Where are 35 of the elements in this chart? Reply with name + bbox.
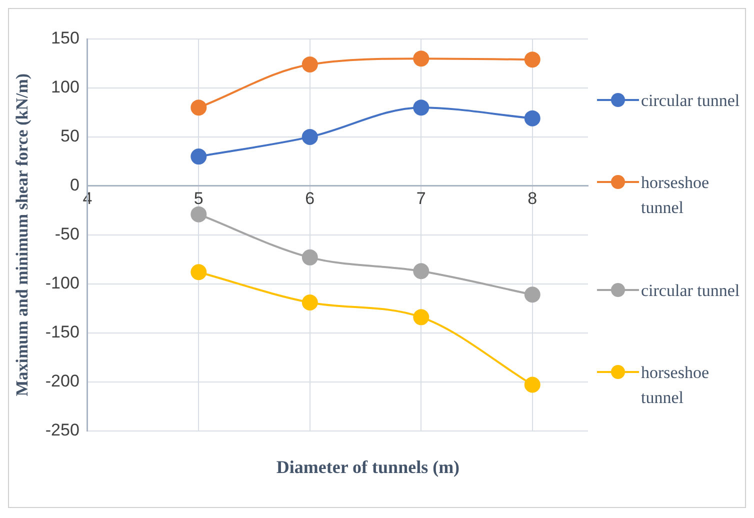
legend-label: circular tunnel [640,280,741,302]
legend-label: circular tunnel [640,90,741,112]
point [190,264,207,280]
legend-label: horseshoe tunnel [640,172,710,220]
y-tick-label: -50 [54,224,80,244]
point [524,52,540,68]
x-tick-label: 6 [305,188,315,208]
point [302,249,318,266]
y-tick-label: -100 [45,274,80,293]
y-tick-label: 50 [60,126,80,146]
point [524,286,540,303]
point [190,100,207,116]
y-tick-label: -250 [45,420,80,440]
y-tick-label: 0 [70,176,80,195]
y-tick-label: 100 [51,78,80,97]
point [413,263,430,280]
legend-label: horseshoe tunnel [640,362,710,410]
point [413,309,430,326]
point [413,50,430,67]
y-axis-title: Maximum and minimum shear force (kN/m) [12,73,32,396]
point [524,110,540,126]
point [190,148,207,165]
point [524,376,540,393]
x-tick-label: 8 [528,188,538,208]
x-tick-label: 7 [416,188,426,208]
y-tick-label: -200 [45,372,80,391]
x-axis-title: Diameter of tunnels (m) [275,457,461,478]
point [413,100,430,116]
y-tick-label: 150 [51,28,80,48]
point [302,56,318,72]
y-tick-label: -150 [45,322,80,342]
point [302,294,318,310]
point [190,206,207,222]
point [302,128,318,145]
x-tick-label: 5 [194,188,204,208]
